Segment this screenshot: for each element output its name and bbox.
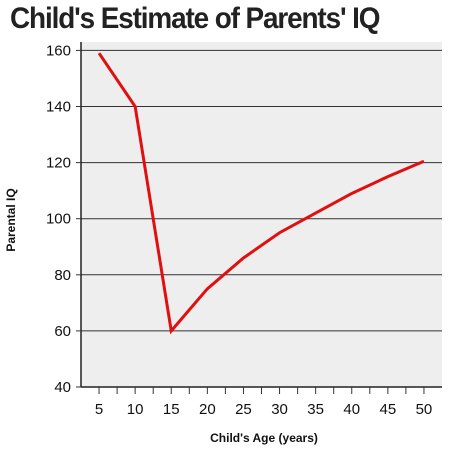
y-tick-label-120: 120 <box>46 155 71 172</box>
x-tick-label-25: 25 <box>235 401 252 418</box>
x-tick-label-40: 40 <box>343 401 360 418</box>
x-tick-label-20: 20 <box>199 401 216 418</box>
x-tick-label-10: 10 <box>127 401 144 418</box>
y-tick-label-60: 60 <box>54 323 71 340</box>
x-tick-label-5: 5 <box>95 401 103 418</box>
series-group <box>97 52 425 335</box>
x-axis-label: Child's Age (years) <box>210 431 318 445</box>
y-tick-label-100: 100 <box>46 211 71 228</box>
chart-title: Child's Estimate of Parents' IQ <box>10 2 380 35</box>
grid-lines <box>81 49 442 332</box>
x-axis-ticks: 5 10 15 20 25 30 35 40 45 50 <box>95 387 432 418</box>
x-tick-label-30: 30 <box>271 401 288 418</box>
y-tick-label-80: 80 <box>54 267 71 284</box>
y-tick-label-160: 160 <box>46 42 71 59</box>
plot-area <box>81 42 442 387</box>
y-tick-label-40: 40 <box>54 379 71 396</box>
x-tick-label-15: 15 <box>163 401 180 418</box>
y-axis-label: Parental IQ <box>4 188 18 251</box>
series-line-0 <box>97 52 425 335</box>
y-axis-ticks: 40 60 80 100 120 140 160 <box>46 42 81 396</box>
x-tick-label-45: 45 <box>380 401 397 418</box>
y-tick-label-140: 140 <box>46 99 71 116</box>
x-tick-label-35: 35 <box>307 401 324 418</box>
x-tick-label-50: 50 <box>416 401 433 418</box>
